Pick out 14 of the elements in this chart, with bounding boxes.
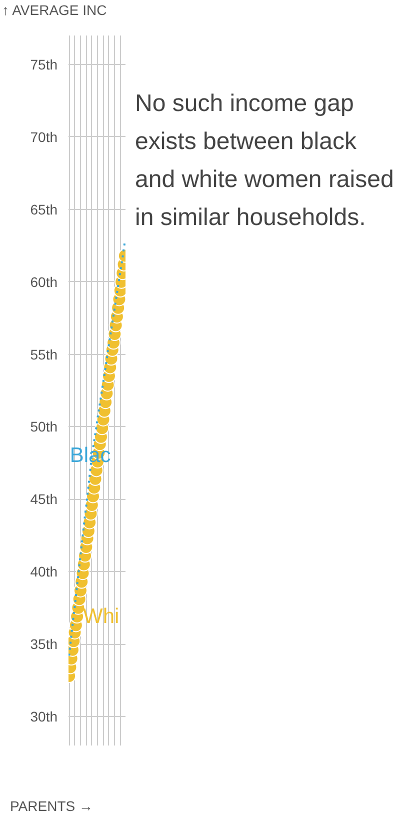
- y-tick-label: 70th: [30, 128, 58, 145]
- y-tick-label: 45th: [30, 491, 58, 508]
- series-label: Whi: [83, 605, 120, 628]
- y-tick-label: 75th: [30, 56, 58, 72]
- x-axis-title: PARENTS →: [10, 797, 93, 816]
- y-axis-title: ↑ AVERAGE INC: [2, 1, 107, 20]
- y-tick-label: 60th: [30, 274, 58, 290]
- y-tick-label: 65th: [30, 201, 58, 218]
- y-tick-label: 40th: [30, 564, 58, 580]
- text: No such income gap exists between black and white women raised in similar households.: [135, 89, 395, 233]
- y-tick-label: 50th: [30, 418, 58, 435]
- y-tick-label: 55th: [30, 346, 58, 362]
- y-tick-label: 30th: [30, 708, 58, 725]
- y-tick-label: 35th: [30, 636, 58, 652]
